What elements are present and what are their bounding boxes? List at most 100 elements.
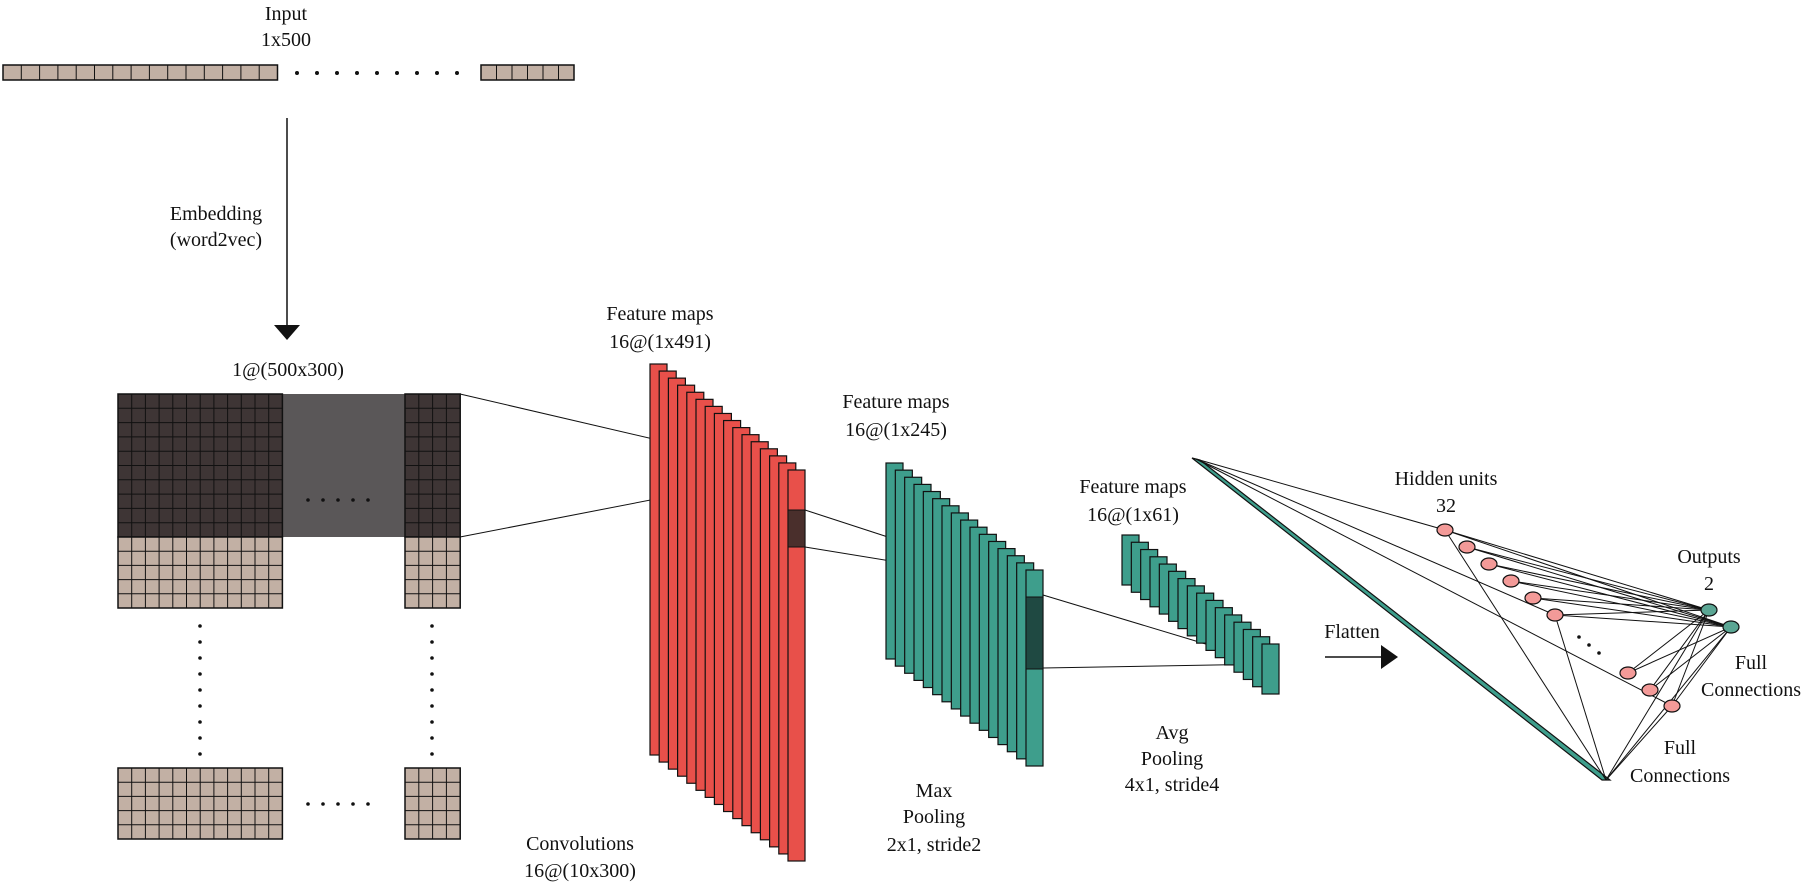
embedding-arrowhead xyxy=(274,325,300,340)
avgpool-feature-maps xyxy=(1121,534,1280,695)
fc1-line-bottom xyxy=(1554,614,1607,781)
embed-bottom-left xyxy=(117,767,284,840)
embed-dot-right xyxy=(430,656,434,660)
input-title: Input xyxy=(265,3,308,25)
hidden-dot xyxy=(1597,651,1601,655)
input-dot xyxy=(295,71,299,75)
hidden-dot xyxy=(1577,635,1581,639)
fc1-line-bottom xyxy=(1605,705,1673,781)
embed-dot-left xyxy=(198,688,202,692)
fc1-line-top xyxy=(1195,458,1446,531)
embed-dot-right xyxy=(430,752,434,756)
hidden-dot xyxy=(1587,643,1591,647)
input-dot xyxy=(315,71,319,75)
embed-light-left xyxy=(117,536,284,609)
input-dot xyxy=(455,71,459,75)
fc2-line xyxy=(1627,609,1710,674)
fc1-line-top xyxy=(1195,458,1673,707)
full-connections-label-2a: Full xyxy=(1664,737,1697,759)
convolutions-dims: 16@(10x300) xyxy=(524,860,636,882)
input-cells-left-frame xyxy=(2,64,279,81)
fc1-line-top xyxy=(1195,458,1556,616)
fc2-line xyxy=(1510,580,1710,611)
embed-light-right xyxy=(404,536,461,609)
fc2-line xyxy=(1466,546,1710,611)
embed-dot-right xyxy=(430,672,434,676)
embed-dot-right xyxy=(430,736,434,740)
embedding-gray-band xyxy=(281,394,405,537)
avg-pool-label-3: 4x1, stride4 xyxy=(1125,774,1219,796)
conv-maps-title: Feature maps xyxy=(606,303,713,325)
embed-dot-left xyxy=(198,624,202,628)
input-dot xyxy=(435,71,439,75)
input-cells-right xyxy=(480,64,575,81)
hidden-unit xyxy=(1458,540,1476,554)
embed-dot-left xyxy=(198,704,202,708)
hidden-unit xyxy=(1502,574,1520,588)
fc2-line xyxy=(1488,563,1710,611)
hidden-unit xyxy=(1436,523,1454,537)
input-dims: 1x500 xyxy=(261,29,311,51)
embed-dot-gray xyxy=(366,498,370,502)
fc2-line-bottom xyxy=(1605,609,1710,781)
max-maps-dims: 16@(1x245) xyxy=(845,419,947,441)
embed-dot-left xyxy=(198,656,202,660)
embed-dot-bottom xyxy=(306,802,310,806)
embed-dot-gray xyxy=(321,498,325,502)
input-dot xyxy=(395,71,399,75)
full-connections-label-1b: Connections xyxy=(1701,679,1801,701)
embed-dot-right xyxy=(430,720,434,724)
max-pool-label-2: Pooling xyxy=(903,806,965,828)
input-dot xyxy=(415,71,419,75)
full-connections-label-2b: Connections xyxy=(1630,765,1730,787)
embed-dot-bottom xyxy=(336,802,340,806)
input-dot xyxy=(335,71,339,75)
hidden-unit xyxy=(1546,608,1564,622)
output-units xyxy=(1700,603,1740,634)
embed-dot-right xyxy=(430,688,434,692)
embed-dot-bottom xyxy=(351,802,355,806)
flatten-arrowhead xyxy=(1381,645,1398,669)
embed-dot-gray xyxy=(306,498,310,502)
embed-dot-left xyxy=(198,720,202,724)
embed-dot-right xyxy=(430,624,434,628)
conv-receptive-patch xyxy=(787,509,806,548)
avg-maps-title: Feature maps xyxy=(1079,476,1186,498)
hidden-title: Hidden units xyxy=(1395,468,1498,490)
max-pool-label-3: 2x1, stride2 xyxy=(887,834,981,856)
outputs-count: 2 xyxy=(1704,573,1714,595)
convolutions-label: Convolutions xyxy=(526,833,634,855)
fc2-line xyxy=(1671,609,1710,707)
embedding-dims: 1@(500x300) xyxy=(232,359,344,381)
hidden-unit xyxy=(1524,591,1542,605)
fc1-line-bottom xyxy=(1444,529,1607,781)
avg-pool-label-1: Avg xyxy=(1156,722,1189,744)
output-unit xyxy=(1722,620,1740,634)
embed-dot-left xyxy=(198,752,202,756)
hidden-ellipsis xyxy=(1577,635,1601,655)
hidden-unit xyxy=(1663,699,1681,713)
embed-dot-left xyxy=(198,672,202,676)
hidden-unit xyxy=(1619,666,1637,680)
embed-dot-right xyxy=(430,704,434,708)
embed-dot-left xyxy=(198,640,202,644)
avgpool-map xyxy=(1261,643,1280,695)
embed-dot-bottom xyxy=(321,802,325,806)
hidden-unit xyxy=(1641,683,1659,697)
input-dot xyxy=(355,71,359,75)
full-connections-2 xyxy=(1444,529,1732,781)
embedding-matrix xyxy=(117,393,461,840)
full-connections-label-1a: Full xyxy=(1735,652,1768,674)
input-sequence xyxy=(2,64,575,81)
fc2-line xyxy=(1649,609,1710,691)
fc2-line xyxy=(1444,529,1710,611)
hidden-units xyxy=(1436,523,1681,713)
embedding-ellipsis xyxy=(198,498,434,806)
fc2-line xyxy=(1671,626,1732,707)
avg-pool-label-2: Pooling xyxy=(1141,748,1203,770)
embedding-label: Embedding xyxy=(170,203,262,225)
fc2-line xyxy=(1532,597,1710,611)
embed-dot-bottom xyxy=(366,802,370,806)
conv-feature-maps xyxy=(649,363,806,862)
flattened-vector xyxy=(1191,457,1612,781)
